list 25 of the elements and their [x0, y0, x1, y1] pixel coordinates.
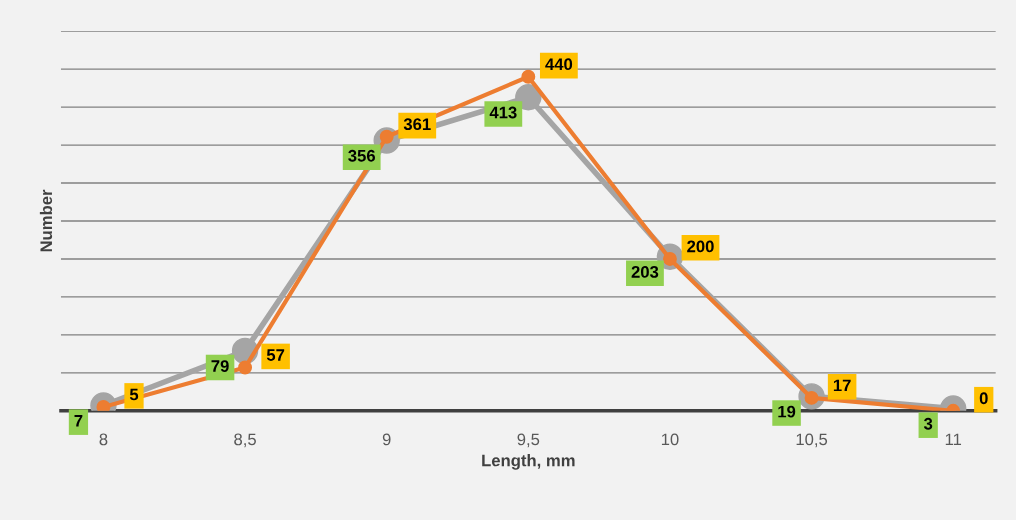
- data-label: 79: [211, 360, 229, 372]
- data-label: 3: [923, 417, 933, 430]
- x-tick-label: 9,5: [517, 433, 540, 448]
- x-tick-label: 10,5: [796, 433, 828, 448]
- data-label: 17: [833, 379, 851, 392]
- x-tick-label: 8: [99, 433, 108, 446]
- data-label: 0: [979, 392, 988, 405]
- data-label: 413: [489, 106, 517, 119]
- y-axis-title: Number: [39, 189, 53, 252]
- data-label: 5: [129, 388, 139, 401]
- data-label: 203: [631, 266, 659, 278]
- data-label: 57: [266, 349, 285, 361]
- x-tick-label: 8,5: [234, 433, 256, 448]
- data-label: 440: [545, 58, 573, 71]
- point: [238, 360, 253, 375]
- data-label: 19: [778, 405, 796, 418]
- x-tick-label: 10: [661, 433, 679, 446]
- x-tick-label: 11: [945, 433, 962, 446]
- x-tick-label: 9: [382, 433, 391, 446]
- data-label: 7: [74, 415, 83, 427]
- data-label: 361: [403, 118, 431, 131]
- point: [521, 69, 536, 84]
- data-label: 200: [687, 240, 714, 253]
- data-label: 356: [348, 149, 375, 162]
- x-axis-title: Length, mm: [482, 454, 575, 470]
